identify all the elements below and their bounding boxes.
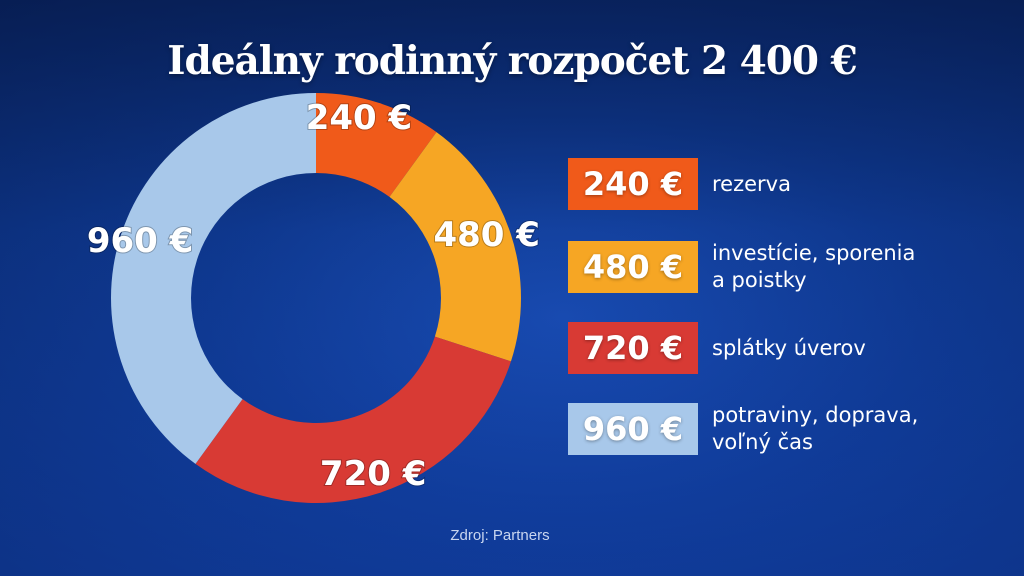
slice-value-label-0: 240 €	[306, 98, 412, 138]
legend-item-rezerva: 240 € rezerva	[568, 158, 992, 210]
slice-value-label-3: 960 €	[87, 221, 193, 261]
donut-slice-3	[111, 93, 317, 464]
legend-swatch-rezerva: 240 €	[568, 158, 698, 210]
legend-item-potraviny: 960 € potraviny, doprava, voľný čas	[568, 402, 992, 456]
legend-swatch-potraviny: 960 €	[568, 403, 698, 455]
legend-item-investicie: 480 € investície, sporenia a poistky	[568, 240, 992, 294]
donut-slice-0	[316, 93, 437, 197]
legend-label-potraviny: potraviny, doprava, voľný čas	[712, 403, 919, 454]
legend: 240 € rezerva 480 € investície, sporenia…	[568, 0, 1008, 576]
legend-label-splatky: splátky úverov	[712, 335, 866, 360]
legend-swatch-investicie: 480 €	[568, 241, 698, 293]
slice-value-label-1: 480 €	[433, 215, 539, 255]
slice-value-label-2: 720 €	[320, 454, 426, 494]
source-note: Zdroj: Partners	[450, 527, 550, 544]
donut-slice-1	[389, 132, 521, 362]
donut-chart: 240 € 480 € 720 € 960 €	[86, 93, 541, 503]
donut-slice-2	[195, 336, 511, 503]
legend-item-splatky: 720 € splátky úverov	[568, 322, 992, 374]
legend-label-rezerva: rezerva	[712, 171, 791, 196]
legend-swatch-splatky: 720 €	[568, 322, 698, 374]
legend-label-investicie: investície, sporenia a poistky	[712, 241, 916, 292]
chart-title: Ideálny rodinný rozpočet 2 400 €	[167, 38, 858, 84]
